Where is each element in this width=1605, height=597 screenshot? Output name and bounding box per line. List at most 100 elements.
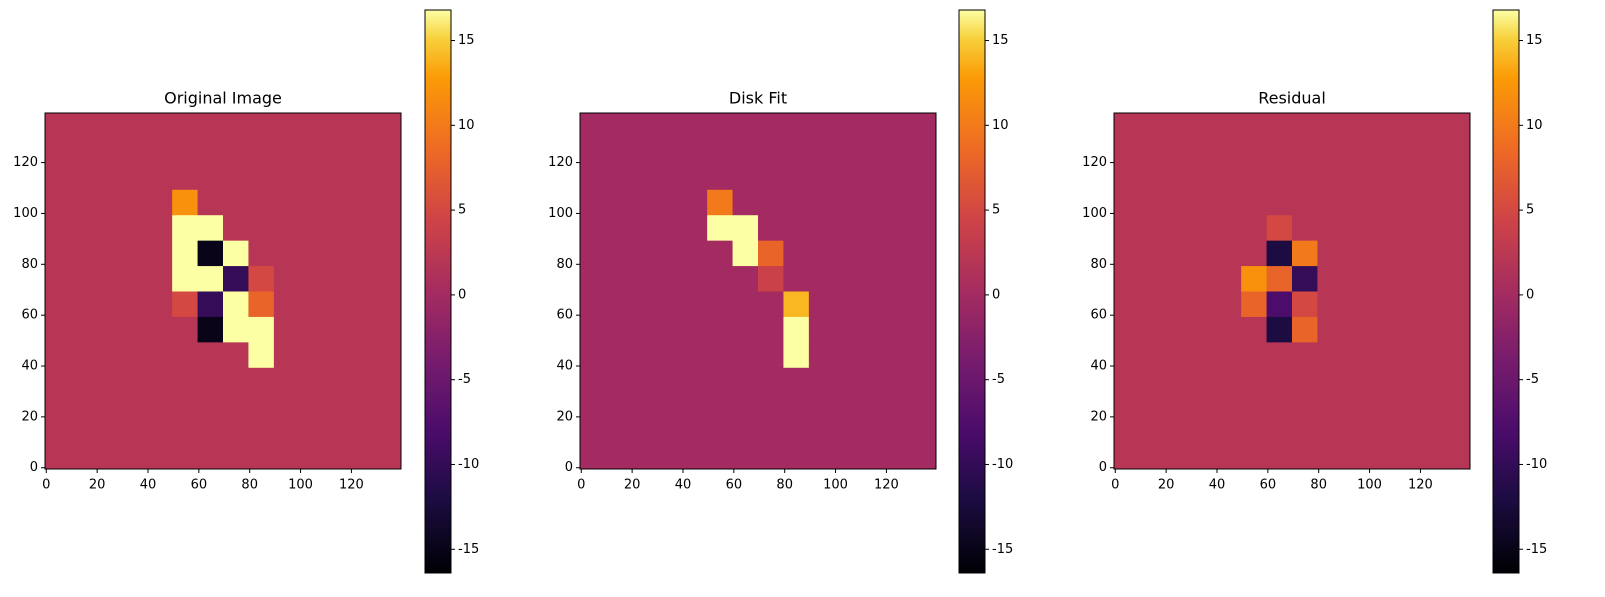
heatmap-cell — [45, 443, 71, 470]
heatmap-cell — [1444, 240, 1471, 267]
heatmap-cell — [808, 291, 835, 317]
heatmap-cell — [273, 291, 300, 317]
heatmap-cell — [885, 163, 912, 190]
heatmap-cell — [1317, 113, 1344, 139]
x-tick-label: 40 — [1209, 478, 1226, 493]
heatmap-cell — [859, 189, 886, 216]
heatmap-cell — [580, 418, 606, 445]
heatmap-cell — [1215, 392, 1242, 419]
heatmap-cell — [70, 163, 97, 190]
heatmap-cell — [1292, 189, 1318, 216]
y-tick-label: 60 — [1090, 308, 1107, 323]
heatmap-cell — [605, 189, 632, 216]
heatmap-cell — [656, 367, 683, 394]
heatmap-cell — [732, 163, 759, 190]
heatmap-cell — [758, 265, 784, 292]
heatmap-cell — [1368, 443, 1395, 470]
heatmap-cell — [375, 341, 402, 368]
heatmap-cell — [910, 240, 937, 267]
heatmap-cell — [1190, 316, 1217, 343]
heatmap-cell — [45, 265, 71, 292]
heatmap-cell — [146, 138, 173, 165]
heatmap-cell — [707, 240, 734, 267]
heatmap-cell — [580, 189, 606, 216]
heatmap-cell — [45, 367, 71, 394]
y-tick-label: 120 — [548, 155, 573, 170]
heatmap-cell — [605, 291, 632, 317]
heatmap-cell — [121, 291, 148, 317]
heatmap-cell — [1342, 240, 1369, 267]
heatmap-cell — [885, 265, 912, 292]
heatmap-cell — [681, 418, 708, 445]
heatmap-cell — [1114, 189, 1140, 216]
y-tick-label: 120 — [13, 155, 38, 170]
heatmap-cell — [172, 113, 199, 139]
heatmap-cell — [324, 163, 351, 190]
heatmap-cell — [758, 443, 784, 470]
heatmap-cell — [70, 291, 97, 317]
heatmap-cell — [248, 316, 275, 343]
heatmap-cell — [197, 367, 224, 394]
panel-title: Original Image — [164, 89, 282, 108]
heatmap-cell — [580, 316, 606, 343]
heatmap-cell — [707, 418, 734, 445]
heatmap-cell — [299, 163, 326, 190]
heatmap-cell — [885, 240, 912, 267]
heatmap-cell — [146, 113, 173, 139]
heatmap-cell — [681, 240, 708, 267]
heatmap-cell — [1368, 189, 1395, 216]
heatmap-cell — [681, 163, 708, 190]
heatmap-cell — [70, 113, 97, 139]
heatmap-cell — [1215, 316, 1242, 343]
heatmap-cell — [248, 367, 275, 394]
heatmap-cell — [1444, 265, 1471, 292]
heatmap-cell — [1342, 163, 1369, 190]
heatmap-cell — [1139, 367, 1166, 394]
heatmap-cell — [783, 316, 810, 343]
heatmap-cell — [681, 291, 708, 317]
heatmap-cell — [172, 138, 199, 165]
heatmap-cell — [146, 163, 173, 190]
heatmap-cell — [172, 341, 199, 368]
heatmap-cell — [656, 392, 683, 419]
heatmap-cell — [324, 316, 351, 343]
heatmap-cell — [758, 392, 784, 419]
heatmap-cell — [1241, 341, 1268, 368]
heatmap-cell — [1190, 418, 1217, 445]
heatmap-cell — [1241, 367, 1268, 394]
heatmap-cell — [910, 316, 937, 343]
heatmap-cell — [1139, 418, 1166, 445]
heatmap-cell — [1342, 291, 1369, 317]
heatmap-cell — [834, 240, 861, 267]
heatmap-cell — [350, 214, 377, 241]
heatmap-cell — [580, 113, 606, 139]
heatmap-cell — [146, 240, 173, 267]
heatmap-cell — [834, 113, 861, 139]
heatmap-cell — [783, 341, 810, 368]
heatmap-cell — [1190, 392, 1217, 419]
heatmap-cell — [248, 443, 275, 470]
heatmap-cell — [350, 163, 377, 190]
heatmap-cell — [197, 316, 224, 343]
heatmap-cell — [172, 265, 199, 292]
heatmap-cell — [1342, 418, 1369, 445]
heatmap-cell — [70, 265, 97, 292]
colorbar-tick-label: 5 — [1526, 203, 1534, 218]
heatmap-cell — [1266, 367, 1293, 394]
heatmap-cell — [1215, 113, 1242, 139]
heatmap-cell — [95, 189, 122, 216]
heatmap-cell — [758, 189, 784, 216]
colorbar-tick-label: -10 — [458, 457, 479, 472]
heatmap-cell — [783, 392, 810, 419]
heatmap-cell — [834, 341, 861, 368]
heatmap-cell — [197, 443, 224, 470]
heatmap-cell — [885, 138, 912, 165]
heatmap-cell — [707, 138, 734, 165]
heatmap-cell — [1342, 113, 1369, 139]
heatmap-cell — [273, 189, 300, 216]
heatmap-cell — [350, 265, 377, 292]
heatmap-cell — [732, 189, 759, 216]
heatmap-cell — [45, 138, 71, 165]
heatmap-cell — [172, 214, 199, 241]
heatmap-cell — [299, 291, 326, 317]
